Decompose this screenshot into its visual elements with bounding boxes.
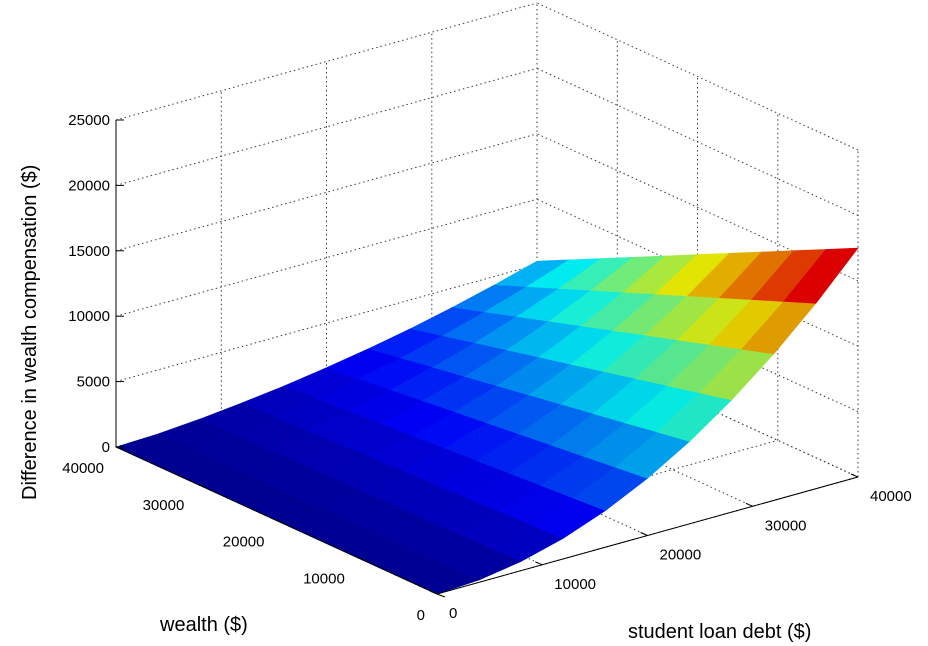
- z-axis-title: Difference in wealth compensation ($): [19, 165, 41, 500]
- z-tick-label: 5000: [77, 374, 110, 391]
- back-wall-gridline-z: [115, 198, 538, 317]
- y-axis-title: wealth ($): [159, 614, 248, 636]
- x-tick-mark: [850, 473, 859, 478]
- label-layer: student loan debt ($) wealth ($) Differe…: [19, 165, 811, 643]
- x-tick-label: 10000: [554, 576, 596, 593]
- z-tick-label: 10000: [68, 308, 110, 325]
- back-wall-gridline-z: [115, 264, 538, 383]
- side-wall-gridline-z: [536, 67, 859, 216]
- surface-patch: [783, 247, 859, 304]
- z-tick-label: 20000: [68, 177, 110, 194]
- back-wall-gridline-z: [115, 2, 538, 121]
- y-tick-mark: [356, 556, 365, 561]
- back-wall-gridline-z: [115, 133, 538, 252]
- axis-layer: 0 10000 20000 30000 40000 0 10000 20000 30000 400…: [62, 112, 911, 624]
- x-tick-label: 0: [449, 605, 457, 622]
- x-tick-mark: [429, 590, 438, 595]
- x-axis-title: student loan debt ($): [628, 621, 811, 643]
- side-wall-gridline-z: [536, 2, 859, 151]
- surface-layer: [115, 247, 859, 595]
- x-tick-mark: [535, 561, 543, 566]
- y-tick-label: 10000: [303, 570, 345, 587]
- y-tick-mark: [196, 483, 205, 488]
- x-tick-label: 20000: [660, 547, 702, 564]
- y-tick-mark: [436, 593, 446, 598]
- x-tick-label: 30000: [765, 517, 807, 534]
- y-tick-label: 20000: [223, 534, 265, 551]
- y-tick-label: 30000: [143, 497, 185, 514]
- x-tick-label: 40000: [870, 488, 912, 505]
- y-tick-mark: [276, 520, 285, 524]
- x-tick-mark: [640, 532, 648, 536]
- x-tick-mark: [745, 502, 753, 507]
- z-tick-label: 15000: [68, 243, 110, 260]
- back-wall-gridline-z: [115, 67, 538, 186]
- z-tick-label: 25000: [68, 112, 110, 129]
- z-tick-label: 0: [102, 439, 110, 456]
- y-tick-label: 40000: [62, 460, 104, 477]
- y-tick-label: 0: [417, 607, 425, 624]
